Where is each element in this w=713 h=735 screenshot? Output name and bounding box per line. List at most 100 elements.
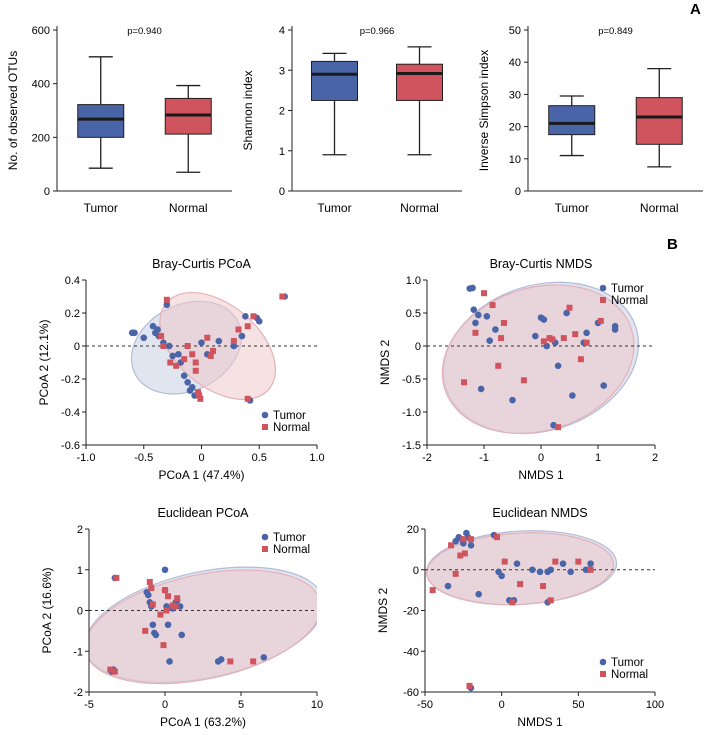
point-normal: [210, 347, 217, 354]
y-tick-label: 30: [509, 89, 521, 101]
box-tumor: [77, 56, 125, 169]
point-normal: [174, 595, 181, 602]
box-iqr: [311, 60, 358, 101]
point-normal: [163, 296, 170, 303]
point-normal: [494, 534, 501, 541]
y-axis-label: Shannon index: [241, 70, 255, 150]
y-tick-label: -2: [73, 687, 83, 699]
y-tick-label: 0.2: [65, 308, 80, 320]
scatter-3: -2 -1 0 1 2 -5 0 5 10 Euclidean PCoA PCoA 1 (63.2%…: [40, 506, 323, 729]
point-tumor: [180, 372, 188, 380]
x-tick-label: 0: [198, 452, 204, 464]
y-tick-label: 40: [509, 57, 521, 69]
point-tumor: [164, 621, 172, 629]
y-tick-label: 0: [77, 606, 83, 618]
y-tick-label: -0.5: [402, 374, 421, 386]
point-normal: [552, 558, 559, 565]
x-axis-label: PCoA 1 (63.2%): [160, 715, 246, 729]
y-tick-label: 400: [32, 79, 50, 91]
point-normal: [158, 333, 165, 340]
y-tick-label: 2: [77, 524, 83, 536]
point-normal: [597, 317, 604, 324]
x-tick-label: -0.5: [134, 452, 153, 464]
box-tumor: [548, 95, 596, 157]
legend-label: Normal: [273, 422, 310, 434]
point-normal: [157, 611, 164, 618]
point-normal: [461, 550, 468, 557]
point-tumor: [529, 566, 536, 574]
point-normal: [498, 335, 505, 342]
point-tumor: [472, 319, 479, 327]
ellipse-group: [426, 530, 618, 606]
legend-marker-tumor: [261, 411, 269, 419]
y-tick-label: 0: [279, 186, 285, 198]
ellipse-group: [441, 281, 640, 435]
x-tick-label: -5: [84, 699, 94, 711]
y-tick-label: -1: [73, 646, 83, 658]
points-group: [461, 284, 619, 431]
point-normal: [547, 597, 554, 604]
x-tick-label: 5: [238, 699, 244, 711]
points-group: [128, 293, 288, 404]
boxplot-2: 0 1 2 3 4 Shannon index p=0.966 Tumor Normal: [241, 25, 462, 215]
point-normal: [165, 593, 172, 600]
point-tumor: [198, 339, 205, 347]
point-tumor: [178, 631, 186, 639]
category-label: Normal: [400, 201, 439, 215]
point-normal: [192, 359, 199, 366]
chart-title: Euclidean PCoA: [157, 506, 249, 520]
point-tumor: [513, 560, 521, 567]
y-tick-label: 1.0: [406, 275, 421, 287]
point-normal: [162, 587, 168, 594]
point-normal: [560, 335, 567, 342]
p-value: p=0.849: [598, 26, 633, 37]
point-normal: [575, 558, 582, 565]
point-normal: [495, 362, 502, 369]
x-tick-label: 0.5: [252, 452, 267, 464]
y-tick-label: -1.0: [402, 407, 421, 419]
point-normal: [501, 558, 508, 565]
x-axis-label: NMDS 1: [517, 715, 563, 729]
point-tumor: [492, 326, 499, 333]
point-normal: [452, 570, 459, 577]
legend-label: Tumor: [273, 410, 306, 422]
panel-label-b: B: [667, 236, 678, 253]
point-tumor: [161, 566, 169, 574]
x-tick-label: -1: [479, 452, 489, 464]
legend-label: Tumor: [611, 657, 644, 669]
point-tumor: [611, 326, 619, 333]
point-normal: [197, 395, 204, 402]
point-normal: [230, 338, 237, 345]
point-tumor: [587, 560, 594, 567]
point-normal: [160, 642, 167, 649]
point-tumor: [260, 654, 268, 661]
y-tick-label: 1: [77, 565, 83, 577]
point-normal: [113, 574, 120, 581]
box-iqr: [635, 97, 683, 145]
legend-marker-tumor: [599, 284, 607, 292]
legend-marker-normal: [600, 671, 606, 677]
point-tumor: [149, 322, 157, 330]
point-normal: [468, 536, 474, 543]
point-tumor: [536, 568, 544, 576]
point-normal: [169, 602, 176, 609]
legend-marker-normal: [262, 424, 268, 430]
point-tumor: [532, 332, 539, 340]
point-normal: [457, 552, 464, 559]
point-tumor: [217, 656, 225, 663]
box-iqr: [548, 105, 596, 136]
point-normal: [235, 326, 242, 333]
y-tick-label: -20: [403, 606, 419, 618]
point-tumor: [569, 392, 576, 399]
y-axis-label: NMDS 2: [376, 588, 390, 634]
x-tick-label: 0: [538, 452, 544, 464]
point-normal: [549, 336, 556, 343]
point-tumor: [230, 342, 238, 350]
point-tumor: [188, 383, 196, 391]
y-tick-label: 0: [413, 565, 419, 577]
chart-title: Bray-Curtis NMDS: [490, 257, 593, 271]
y-tick-label: 0: [415, 341, 421, 353]
category-label: Normal: [640, 201, 679, 215]
